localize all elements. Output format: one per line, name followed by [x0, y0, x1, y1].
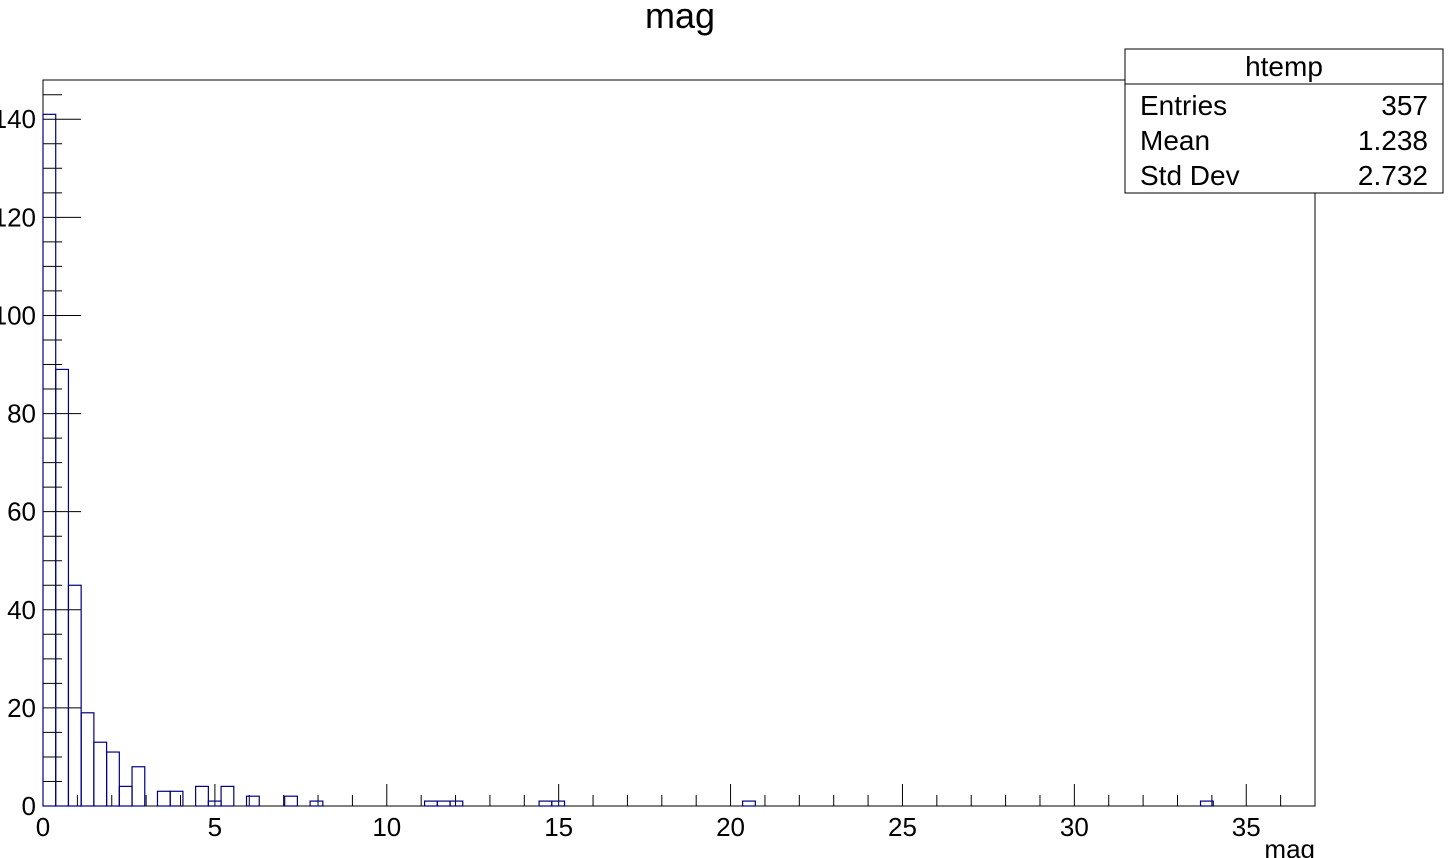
x-tick-label: 0	[36, 812, 50, 842]
y-tick-label: 0	[22, 791, 36, 821]
y-tick-label: 60	[7, 497, 36, 527]
histogram-bin	[538, 800, 553, 807]
histogram-bin	[284, 795, 298, 807]
x-tick-label: 25	[888, 812, 917, 842]
y-tick-label: 100	[0, 300, 36, 330]
stats-box-frame	[1124, 48, 1444, 194]
stats-stddev-value: 2.732	[1358, 160, 1428, 191]
histogram-bin	[67, 584, 82, 807]
histogram-bin	[424, 800, 438, 807]
histogram-bin	[156, 790, 171, 807]
histogram-bin	[80, 712, 95, 807]
axis-ticks	[42, 94, 1282, 807]
stats-box-name: htemp	[1245, 51, 1323, 82]
x-tick-label: 10	[372, 812, 401, 842]
histogram-bin	[741, 800, 756, 807]
histogram-bin	[309, 800, 324, 807]
histogram-bin	[105, 751, 120, 807]
axis-tick-labels: 0 5 10 15 20 25 30 35 0 20 40 60 80 100 120 140	[0, 104, 1261, 842]
stats-entries-value: 357	[1381, 90, 1428, 121]
histogram-bin	[55, 368, 70, 807]
stats-mean-value: 1.238	[1358, 125, 1428, 156]
stats-stddev-label: Std Dev	[1140, 160, 1240, 191]
histogram-bins	[42, 113, 1214, 807]
y-tick-label: 140	[0, 104, 36, 134]
histogram-bin	[449, 800, 464, 807]
x-tick-label: 30	[1060, 812, 1089, 842]
chart-title: mag	[645, 0, 715, 36]
y-tick-label: 40	[7, 595, 36, 625]
y-tick-label: 20	[7, 693, 36, 723]
x-tick-label: 15	[544, 812, 573, 842]
stats-box: htemp Entries 357 Mean 1.238 Std Dev 2.7…	[1124, 48, 1444, 194]
stats-mean-label: Mean	[1140, 125, 1210, 156]
histogram-bin	[42, 113, 57, 807]
histogram-bin	[169, 790, 184, 807]
histogram-bin	[436, 800, 451, 807]
x-tick-label: 35	[1232, 812, 1261, 842]
x-tick-label: 5	[208, 812, 222, 842]
y-tick-label: 80	[7, 399, 36, 429]
y-tick-label: 120	[0, 202, 36, 232]
histogram-bin	[1199, 800, 1214, 807]
histogram-bin	[220, 785, 235, 807]
x-tick-label: 20	[716, 812, 745, 842]
histogram-bin	[131, 766, 146, 807]
stats-entries-label: Entries	[1140, 90, 1227, 121]
histogram-bin	[195, 785, 209, 807]
plot-frame	[42, 79, 1316, 807]
histogram-bin	[118, 785, 133, 807]
histogram-bin	[245, 795, 260, 807]
histogram-bin	[551, 800, 566, 807]
histogram-bin	[93, 741, 108, 807]
x-axis-title: mag	[1264, 834, 1315, 858]
